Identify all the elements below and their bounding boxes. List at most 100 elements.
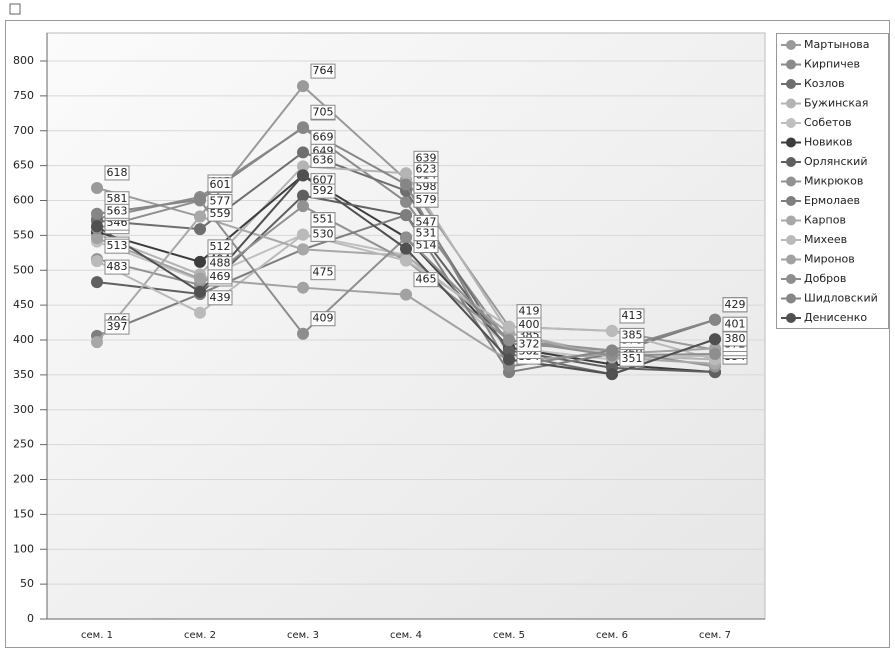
legend-label: Добров [804,272,846,285]
value-label: 623 [416,162,437,175]
x-tick-label: сем. 5 [493,630,525,641]
label-box [104,165,130,181]
data-point [709,333,721,346]
legend-marker [786,157,796,167]
x-tick-label: сем. 2 [184,630,216,641]
data-point [297,200,309,213]
legend-label: Миронов [804,253,855,266]
label-box [207,239,233,255]
legend-label: Новиков [804,136,853,149]
legend-label: Мартынова [804,38,869,51]
data-point [606,344,618,357]
legend-marker [786,313,796,323]
value-label: 513 [107,239,128,252]
value-label: 512 [210,240,231,253]
data-point [297,169,309,182]
label-box [310,212,336,228]
legend-label: Михеев [804,233,847,246]
label-box [619,308,645,324]
data-point [709,347,721,360]
data-point [91,181,103,194]
value-label: 380 [725,332,746,345]
legend-marker [786,118,796,128]
y-tick-label: 0 [27,612,34,625]
data-point [709,313,721,326]
value-label: 577 [210,195,231,208]
value-label: 429 [725,298,746,311]
data-point [194,272,206,285]
value-label: 607 [313,174,334,187]
label-box [104,203,130,219]
data-point [297,160,309,173]
y-tick-label: 250 [13,438,34,451]
value-label: 413 [622,309,643,322]
value-label: 439 [210,291,231,304]
label-box [310,311,336,327]
value-label: 351 [622,352,643,365]
data-point [400,231,412,244]
data-point [91,207,103,220]
value-label: 514 [416,238,437,251]
legend-label: Микрюков [804,175,863,188]
data-point [297,327,309,340]
value-label: 547 [416,215,437,228]
legend-label: Денисенко [804,311,867,324]
data-point [400,167,412,180]
value-label: 669 [313,130,334,143]
x-tick-label: сем. 7 [699,630,731,641]
checkbox[interactable] [9,3,21,15]
data-point [400,288,412,301]
value-label: 530 [313,227,334,240]
legend-marker [786,98,796,109]
label-box [207,269,233,285]
legend-marker [786,79,796,89]
label-box [207,177,233,193]
label-box [207,194,233,210]
legend-marker [786,137,796,148]
label-box [413,272,439,288]
data-point [91,220,103,233]
value-label: 401 [725,317,746,330]
data-point [400,209,412,222]
data-point [400,254,412,267]
y-tick-label: 450 [13,298,34,311]
x-tick-label: сем. 1 [81,630,113,641]
legend-marker [786,293,796,304]
data-point [91,276,103,289]
legend-marker [786,196,796,206]
y-tick-label: 300 [13,403,34,416]
y-tick-label: 800 [13,54,34,67]
y-tick-label: 200 [13,473,34,486]
legend-marker [786,176,796,187]
data-point [606,368,618,381]
label-box [310,104,336,120]
label-box [310,226,336,242]
label-box [310,152,336,168]
x-tick-label: сем. 4 [390,630,422,641]
value-label: 469 [210,270,231,283]
label-box [310,63,336,79]
value-label: 409 [313,312,334,325]
value-label: 372 [519,338,540,351]
y-tick-label: 750 [13,89,34,102]
value-label: 764 [313,64,334,77]
y-tick-label: 400 [13,333,34,346]
data-point [400,178,412,191]
data-point [297,80,309,93]
label-box [619,351,645,367]
data-point [297,243,309,256]
label-box [722,316,748,332]
value-labels: 6185777646304194133865746057045983953854… [104,63,748,367]
legend-marker [786,59,796,70]
data-point [297,121,309,134]
label-box [207,290,233,306]
data-point [194,255,206,268]
label-box [413,226,439,242]
value-label: 551 [313,213,334,226]
data-point [194,285,206,298]
label-box [516,337,542,353]
data-point [400,242,412,255]
label-box [413,161,439,177]
data-point [606,324,618,337]
